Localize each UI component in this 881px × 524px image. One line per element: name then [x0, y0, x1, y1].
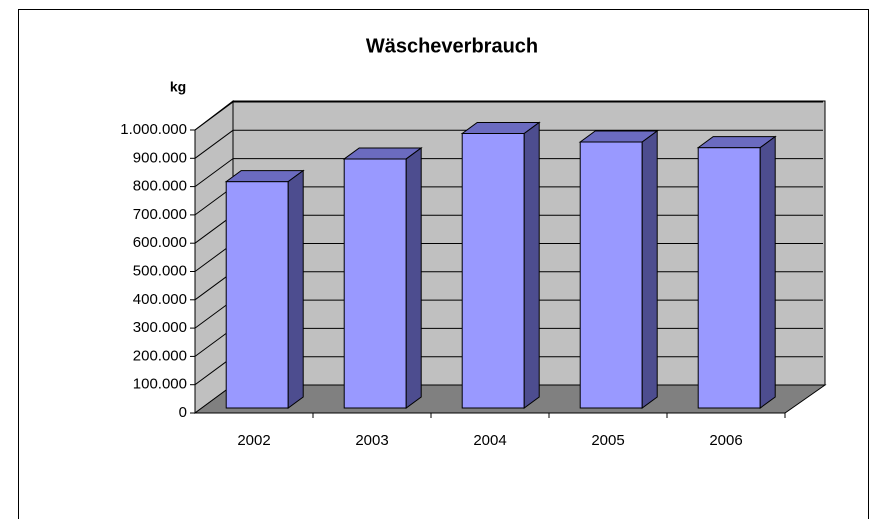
bar — [343, 158, 407, 409]
y-tick-label: 1.000.000 — [120, 121, 187, 138]
bar-side — [523, 121, 540, 409]
x-tick-label: 2005 — [591, 432, 624, 449]
y-tick-label: 700.000 — [133, 206, 187, 223]
grid-line-side — [194, 101, 234, 131]
bar — [461, 132, 525, 409]
y-tick-label: 500.000 — [133, 262, 187, 279]
y-tick-label: 400.000 — [133, 291, 187, 308]
y-axis-label: kg — [170, 79, 186, 95]
bar-side — [641, 129, 658, 409]
x-tick-label: 2004 — [473, 432, 506, 449]
bar-side — [405, 146, 422, 409]
grid-line-side — [194, 158, 234, 188]
y-tick-label: 800.000 — [133, 178, 187, 195]
chart-title: Wäscheverbrauch — [366, 35, 538, 57]
x-tick-label: 2002 — [237, 432, 270, 449]
y-tick-label: 600.000 — [133, 234, 187, 251]
y-tick-label: 200.000 — [133, 347, 187, 364]
bar — [579, 141, 643, 409]
bar-side — [759, 135, 776, 409]
x-tick-label: 2003 — [355, 432, 388, 449]
bar — [697, 147, 761, 409]
bar — [225, 181, 289, 409]
grid-line-side — [194, 129, 234, 159]
y-tick-label: 900.000 — [133, 149, 187, 166]
bar-side — [287, 169, 304, 409]
x-tick-label: 2006 — [709, 432, 742, 449]
y-tick-label: 100.000 — [133, 376, 187, 393]
y-tick-label: 0 — [179, 404, 187, 421]
y-tick-label: 300.000 — [133, 319, 187, 336]
